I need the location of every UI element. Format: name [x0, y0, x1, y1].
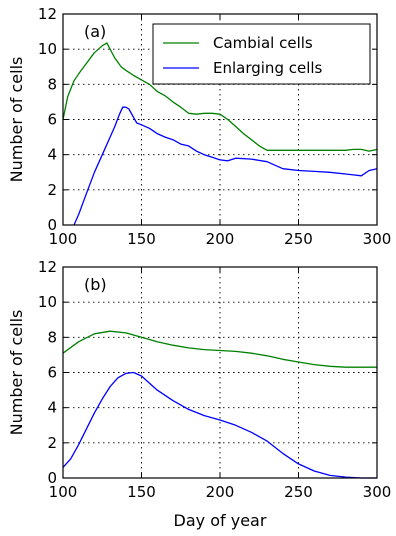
- series-line-enlarging: [73, 106, 378, 226]
- panel-b: 100 150 200 250 300 0 2 4 6 8 10 12 (b) Number of cel…: [7, 258, 391, 530]
- y-tick-label: 0: [47, 469, 57, 487]
- y-tick-label: 4: [47, 146, 57, 164]
- y-tick-label: 6: [47, 364, 57, 382]
- x-tick-label: 200: [206, 483, 235, 501]
- y-tick-label: 2: [47, 181, 57, 199]
- y-tick-label: 6: [47, 111, 57, 129]
- x-axis-label: Day of year: [174, 511, 267, 530]
- y-tick-label: 10: [38, 293, 57, 311]
- legend-box: [152, 23, 371, 85]
- legend: Cambial cells Enlarging cells: [152, 23, 371, 85]
- y-tick-label: 10: [38, 40, 57, 58]
- x-tick-label: 150: [127, 483, 156, 501]
- legend-entry: Cambial cells: [213, 34, 313, 52]
- series-line-cambial: [62, 42, 378, 152]
- x-tick-label: 300: [363, 483, 392, 501]
- y-axis-label: Number of cells: [7, 57, 26, 183]
- x-tick-label: 100: [49, 483, 78, 501]
- series-line-cambial: [62, 330, 377, 368]
- y-tick-label: 8: [47, 75, 57, 93]
- x-tick-label: 150: [127, 230, 156, 248]
- y-tick-label: 2: [47, 434, 57, 452]
- x-tick-label: 200: [206, 230, 235, 248]
- y-tick-label: 0: [47, 216, 57, 234]
- series-line-enlarging: [62, 371, 377, 479]
- panel-a: 100 150 200 250 300 0 2 4 6 8 10 12 (a) Number of cel…: [7, 5, 391, 248]
- axes-frame: [62, 266, 378, 479]
- y-tick-label: 12: [38, 5, 57, 23]
- y-tick-label: 12: [38, 258, 57, 276]
- panel-label: (a): [84, 22, 106, 41]
- legend-entry: Enlarging cells: [213, 59, 323, 77]
- y-tick-label: 8: [47, 328, 57, 346]
- y-axis-label: Number of cells: [7, 310, 26, 436]
- x-tick-label: 250: [284, 483, 313, 501]
- axes-frame: [62, 13, 378, 226]
- y-tick-label: 4: [47, 399, 57, 417]
- x-tick-label: 300: [363, 230, 392, 248]
- panel-label: (b): [84, 275, 107, 294]
- x-tick-label: 250: [284, 230, 313, 248]
- x-tick-label: 100: [49, 230, 78, 248]
